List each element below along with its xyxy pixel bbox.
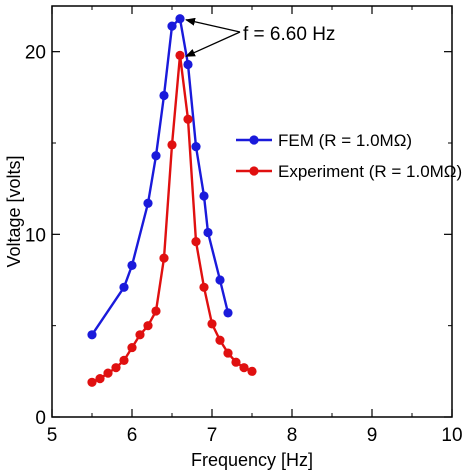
- legend-label: Experiment (R = 1.0MΩ): [278, 162, 462, 181]
- axis-ticks: [51, 6, 453, 418]
- x-tick-label: 7: [207, 425, 218, 446]
- data-point: [215, 335, 225, 345]
- plot-frame: [51, 5, 453, 418]
- data-point: [143, 198, 153, 208]
- data-point: [167, 21, 177, 31]
- series-line: [91, 16, 230, 336]
- data-point: [111, 363, 121, 373]
- data-point: [135, 330, 145, 340]
- annotation-arrow: [185, 31, 241, 57]
- data-point: [143, 321, 153, 331]
- data-point: [87, 330, 97, 340]
- series-line: [91, 55, 253, 384]
- data-point: [191, 237, 201, 247]
- x-tick-label: 6: [127, 425, 138, 446]
- data-point: [199, 191, 209, 201]
- legend-label: FEM (R = 1.0MΩ): [278, 131, 412, 150]
- data-point: [159, 253, 169, 263]
- annotation-arrow: [185, 17, 241, 33]
- series-1: [87, 50, 257, 387]
- x-tick-label: 5: [47, 425, 58, 446]
- data-point: [103, 368, 113, 378]
- data-point: [151, 306, 161, 316]
- data-point: [127, 260, 137, 270]
- data-point: [159, 90, 169, 101]
- data-point: [175, 50, 185, 60]
- data-point: [191, 142, 201, 152]
- x-tick-label: 8: [287, 425, 298, 446]
- data-point: [175, 14, 185, 24]
- y-tick-label: 10: [25, 225, 46, 246]
- data-point: [119, 355, 129, 365]
- y-tick-label: 20: [25, 43, 46, 64]
- data-point: [151, 151, 161, 161]
- series-layer: [87, 14, 257, 387]
- tick-labels: 5 6 7 8 9 10 0 10 20: [25, 43, 463, 446]
- legend: FEM (R = 1.0MΩ) Experiment (R = 1.0MΩ): [236, 131, 462, 181]
- data-point: [239, 363, 249, 373]
- data-point: [127, 342, 137, 353]
- y-tick-label: 0: [35, 408, 46, 429]
- plot-border: [51, 5, 453, 418]
- legend-swatch-marker: [249, 135, 259, 145]
- data-point: [203, 227, 213, 238]
- legend-swatch-marker: [249, 166, 259, 176]
- series-0: [87, 14, 233, 340]
- data-point: [215, 275, 225, 285]
- data-point: [199, 282, 209, 292]
- y-axis-label: Voltage [volts]: [4, 155, 24, 267]
- annotation-layer: f = 6.60 Hz: [185, 17, 335, 57]
- data-point: [207, 319, 217, 329]
- data-point: [95, 374, 105, 384]
- data-point: [183, 114, 193, 124]
- data-point: [231, 357, 241, 367]
- x-tick-label: 10: [441, 425, 462, 446]
- annotation-label: f = 6.60 Hz: [243, 24, 335, 45]
- legend-item: Experiment (R = 1.0MΩ): [236, 162, 462, 181]
- data-point: [183, 59, 193, 70]
- legend-item: FEM (R = 1.0MΩ): [236, 131, 412, 150]
- data-point: [247, 366, 257, 376]
- x-tick-label: 9: [367, 425, 378, 446]
- data-point: [223, 348, 233, 358]
- data-point: [223, 308, 233, 318]
- data-point: [87, 377, 97, 387]
- x-axis-label: Frequency [Hz]: [191, 450, 313, 470]
- data-point: [167, 140, 177, 150]
- data-point: [119, 282, 129, 292]
